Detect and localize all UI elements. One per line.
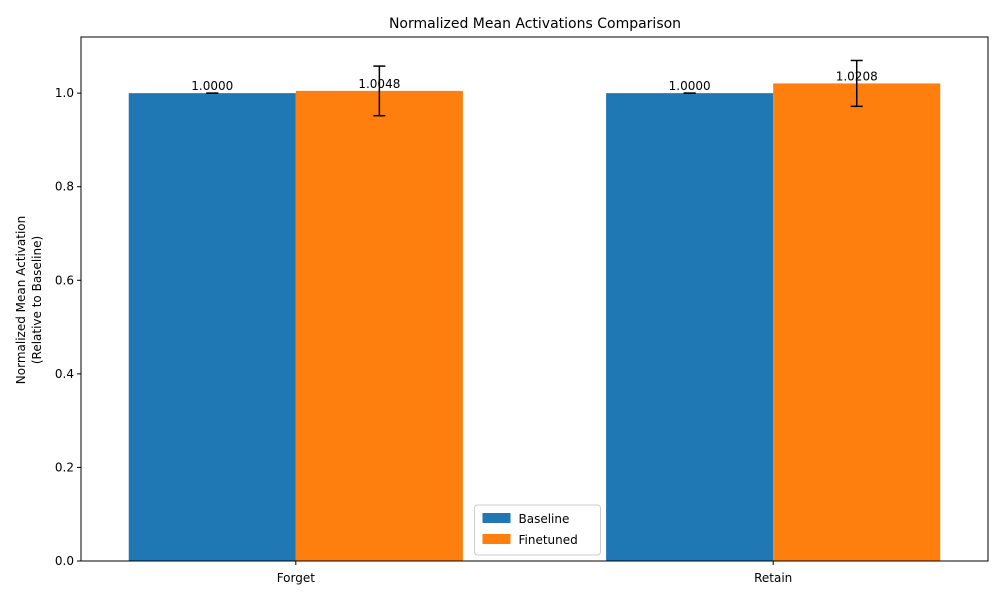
x-axis-ticks: Forget Retain	[277, 561, 792, 585]
y-axis-label-line-2: (Relative to Baseline)	[30, 236, 44, 364]
legend-label-baseline: Baseline	[519, 512, 570, 526]
x-tick-label: Forget	[277, 571, 316, 585]
bar-baseline	[606, 93, 774, 562]
y-axis-ticks: 0.0 0.2 0.4 0.6 0.8 1.0	[55, 86, 81, 568]
y-axis-label-line-1: Normalized Mean Activation	[14, 216, 28, 384]
y-axis-label: Normalized Mean Activation (Relative to …	[14, 216, 44, 384]
chart-title: Normalized Mean Activations Comparison	[389, 16, 681, 32]
bar-baseline	[128, 93, 296, 562]
bar-finetuned	[295, 90, 463, 561]
y-tick-label: 0.6	[55, 273, 74, 287]
error-bars-layer	[206, 59, 863, 117]
legend: Baseline Finetuned	[474, 504, 601, 556]
data-labels-layer: 1.0000 1.0048 1.0000 1.0208	[191, 69, 877, 93]
y-tick-label: 0.0	[55, 554, 74, 568]
y-tick-label: 0.4	[55, 367, 74, 381]
y-tick-label: 0.2	[55, 460, 74, 474]
x-tick-label: Retain	[754, 571, 792, 585]
y-tick-label: 0.8	[55, 180, 74, 194]
bar-finetuned	[773, 83, 941, 561]
data-label: 1.0000	[669, 79, 711, 93]
bars-layer	[128, 83, 941, 562]
data-label: 1.0208	[836, 69, 878, 83]
legend-swatch-baseline	[482, 513, 511, 523]
legend-label-finetuned: Finetuned	[519, 533, 578, 547]
plot-area-frame	[80, 36, 989, 562]
legend-swatch-finetuned	[482, 534, 511, 544]
y-tick-label: 1.0	[55, 86, 74, 100]
data-label: 1.0000	[191, 79, 233, 93]
data-label: 1.0048	[358, 77, 400, 91]
